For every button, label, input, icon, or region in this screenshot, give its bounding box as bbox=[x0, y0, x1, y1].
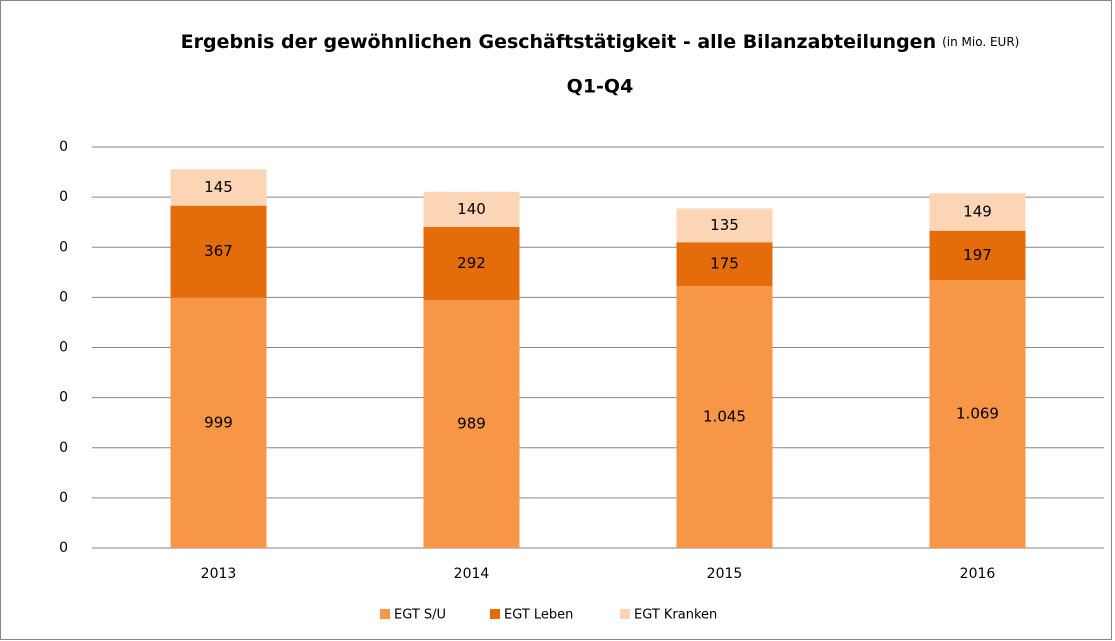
bar-segment bbox=[676, 208, 773, 243]
title-note: (in Mio. EUR) bbox=[942, 35, 1019, 49]
y-tick-label: 0 bbox=[59, 540, 68, 556]
bar-segment bbox=[676, 286, 773, 548]
data-label: 1.045 bbox=[703, 408, 746, 426]
y-tick-label: 0 bbox=[59, 440, 68, 456]
legend-label: EGT Leben bbox=[504, 608, 573, 623]
data-label: 999 bbox=[204, 413, 233, 431]
x-tick-label: 2013 bbox=[201, 566, 237, 582]
bar-segment bbox=[170, 205, 267, 298]
y-tick-label: 0 bbox=[59, 189, 68, 205]
legend-swatch bbox=[620, 609, 630, 619]
legend-swatch bbox=[490, 609, 500, 619]
bar-segment bbox=[170, 169, 267, 206]
bar-segment bbox=[170, 297, 267, 548]
bar-segment bbox=[929, 280, 1026, 548]
data-label: 135 bbox=[710, 216, 739, 234]
legend-swatch bbox=[380, 609, 390, 619]
data-label: 292 bbox=[457, 254, 486, 272]
legend-label: EGT S/U bbox=[394, 608, 446, 623]
data-label: 145 bbox=[204, 178, 233, 196]
bar-segment bbox=[929, 230, 1026, 281]
y-tick-label: 0 bbox=[59, 239, 68, 255]
bar-segment bbox=[929, 193, 1026, 231]
y-tick-label: 0 bbox=[59, 139, 68, 155]
data-label: 140 bbox=[457, 200, 486, 218]
data-label: 367 bbox=[204, 242, 233, 260]
x-tick-label: 2014 bbox=[454, 566, 490, 582]
data-label: 149 bbox=[963, 203, 992, 221]
title-main: Ergebnis der gewöhnlichen Geschäftstätig… bbox=[181, 31, 936, 53]
chart-title: Ergebnis der gewöhnlichen Geschäftstätig… bbox=[181, 31, 1020, 53]
chart-subtitle: Q1-Q4 bbox=[567, 76, 634, 98]
x-tick-label: 2015 bbox=[707, 566, 743, 582]
data-label: 1.069 bbox=[956, 405, 999, 423]
data-label: 197 bbox=[963, 246, 992, 264]
bar-segment bbox=[676, 242, 773, 287]
data-label: 989 bbox=[457, 415, 486, 433]
x-tick-label: 2016 bbox=[960, 566, 996, 582]
data-label: 175 bbox=[710, 255, 739, 273]
bar-segment bbox=[423, 226, 520, 301]
legend-label: EGT Kranken bbox=[634, 608, 717, 623]
bar-segment bbox=[423, 300, 520, 548]
y-tick-label: 0 bbox=[59, 390, 68, 406]
y-tick-label: 0 bbox=[59, 490, 68, 506]
y-tick-label: 0 bbox=[59, 289, 68, 305]
y-tick-label: 0 bbox=[59, 340, 68, 356]
bar-segment bbox=[423, 191, 520, 227]
